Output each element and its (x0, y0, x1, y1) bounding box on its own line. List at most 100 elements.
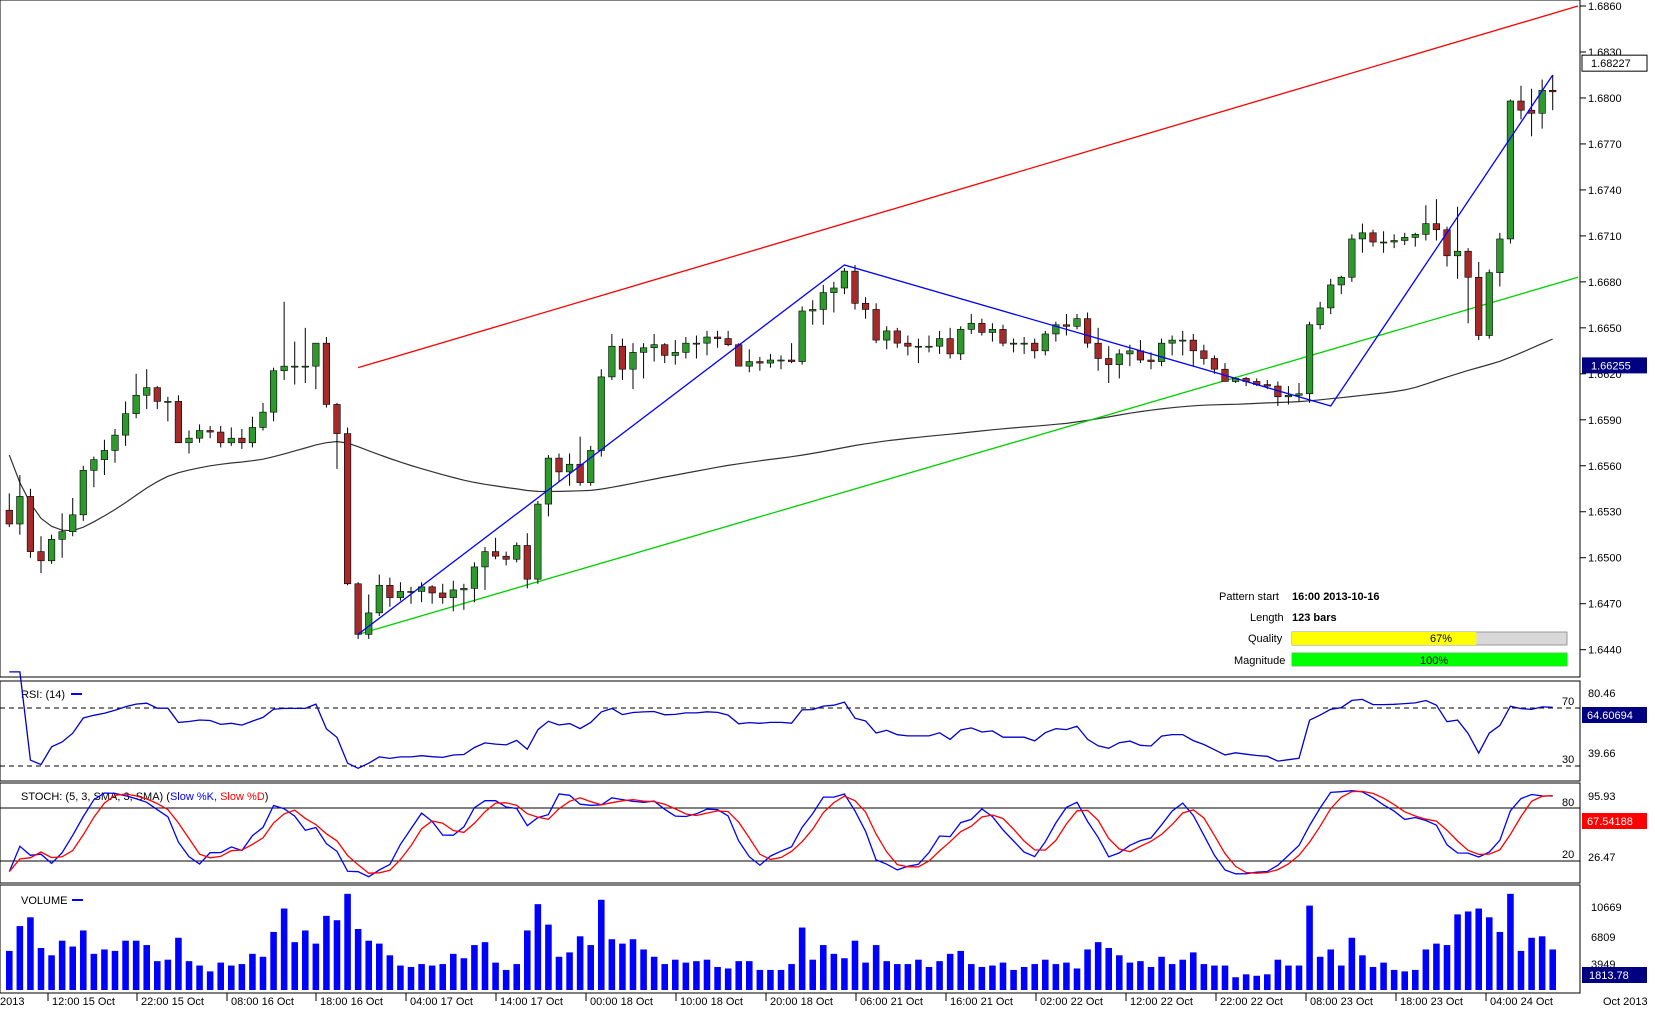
bear-candle (1200, 350, 1208, 359)
bull-candle (1348, 238, 1356, 278)
bull-candle (925, 345, 933, 348)
bull-candle (481, 551, 489, 568)
volume-bar (111, 950, 119, 990)
bear-candle (217, 431, 225, 444)
volume-bar (693, 961, 700, 990)
bear-candle (1189, 339, 1197, 352)
bull-candle (957, 329, 965, 355)
price-tick-label: 1.6680 (1588, 277, 1622, 289)
bear-candle (153, 387, 161, 402)
volume-bar (1137, 961, 1144, 990)
volume-bar (481, 942, 489, 990)
volume-bar (1401, 971, 1408, 990)
bull-candle (1052, 324, 1060, 335)
volume-bar (1242, 974, 1250, 990)
bull-candle (692, 342, 701, 345)
volume-bar (1105, 948, 1112, 990)
bear-candle (1464, 250, 1472, 278)
bull-candle (111, 434, 119, 451)
volume-bar (238, 964, 246, 990)
bull-candle (513, 545, 521, 560)
bull-candle (69, 514, 77, 532)
bull-candle (1379, 241, 1388, 244)
volume-bar (428, 965, 436, 990)
pattern-quality-value: 67% (1430, 633, 1452, 645)
volume-bar (1094, 942, 1102, 990)
volume-bar (1147, 967, 1155, 990)
bear-candle (1105, 358, 1113, 365)
bull-candle (639, 347, 648, 353)
volume-bar (555, 956, 563, 990)
bull-candle (914, 345, 923, 348)
volume-bar (397, 965, 404, 990)
bear-candle (978, 322, 986, 333)
volume-bar (1422, 949, 1430, 990)
volume-bar (90, 953, 98, 990)
bear-candle (1210, 358, 1219, 370)
pattern-length-label: Length (1250, 612, 1284, 624)
volume-bar (6, 950, 13, 990)
bull-candle (100, 450, 109, 460)
price-tick-label: 1.6710 (1588, 231, 1622, 243)
bull-candle (460, 588, 468, 591)
time-tick-label: 22:00 22 Oct (1220, 996, 1283, 1008)
rsi-title: RSI: (14) (21, 689, 65, 701)
bull-candle (58, 531, 66, 540)
volume-bar (206, 971, 214, 990)
volume-bar (904, 964, 912, 990)
bull-candle (819, 292, 827, 310)
volume-bar (16, 926, 24, 990)
volume-bar (1454, 914, 1461, 990)
volume-bar (196, 965, 203, 990)
price-tick-label: 1.6860 (1588, 1, 1622, 13)
volume-bar (1295, 965, 1303, 990)
bear-candle (872, 309, 880, 341)
volume-bar (999, 962, 1007, 990)
volume-bar (58, 940, 66, 990)
volume-bar (1496, 931, 1504, 990)
volume-bar (820, 945, 827, 990)
bull-candle (1041, 333, 1049, 352)
bull-candle (565, 463, 574, 473)
volume-bar (1464, 911, 1472, 990)
volume-bar (1073, 968, 1081, 990)
bear-candle (576, 463, 584, 483)
bear-candle (555, 457, 563, 473)
bear-candle (26, 496, 35, 552)
bull-candle (1126, 350, 1134, 355)
price-tick-label: 1.6530 (1588, 507, 1622, 519)
volume-bar (661, 964, 668, 990)
bear-candle (893, 330, 901, 344)
bull-candle (1337, 276, 1345, 286)
volume-bar (1042, 959, 1049, 990)
lower-channel-line (357, 276, 1579, 635)
volume-bar (122, 940, 129, 990)
price-tick-label: 1.6440 (1588, 645, 1622, 657)
bull-candle (629, 352, 637, 370)
volume-bar (1528, 937, 1535, 990)
stoch-title-d: Slow %D (220, 791, 265, 803)
volume-bar (376, 943, 383, 990)
bull-candle (1506, 100, 1515, 240)
pattern-length-value: 123 bars (1292, 612, 1337, 624)
volume-bar (1380, 962, 1387, 990)
volume-bar (217, 962, 224, 990)
volume-bar (576, 936, 584, 990)
volume-bar (629, 939, 637, 990)
bull-candle (650, 344, 658, 349)
volume-bar (175, 937, 182, 990)
volume-bar (1020, 967, 1028, 990)
volume-tick-1: 6809 (1591, 932, 1615, 944)
volume-bar (989, 965, 996, 990)
bull-candle (16, 496, 24, 525)
bull-candle (587, 450, 595, 483)
pattern-quality-label: Quality (1248, 633, 1283, 645)
bear-candle (1083, 318, 1092, 344)
volume-bar (1253, 975, 1260, 990)
volume-bar (809, 959, 816, 990)
bear-candle (523, 545, 531, 580)
bull-candle (1073, 318, 1081, 327)
bear-candle (904, 342, 912, 347)
bull-candle (301, 365, 309, 368)
bull-candle (798, 310, 806, 362)
